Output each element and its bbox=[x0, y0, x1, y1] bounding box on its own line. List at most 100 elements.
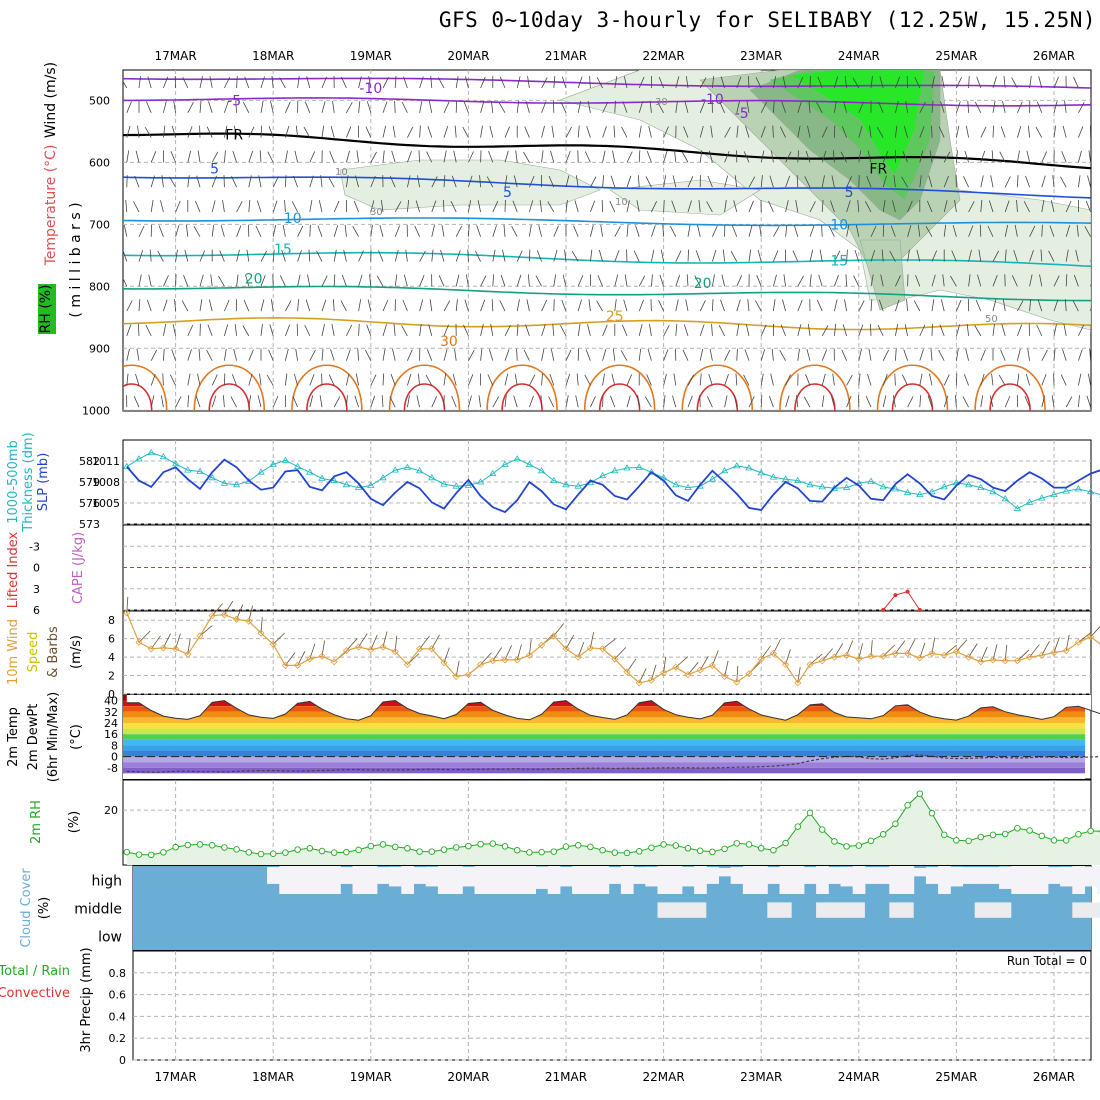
wind-10m-point bbox=[281, 661, 289, 669]
wind-barb bbox=[224, 101, 229, 113]
ylabel-speed: Speed bbox=[26, 632, 41, 673]
wind-tick: 8 bbox=[108, 614, 115, 627]
wind-barb bbox=[709, 348, 713, 361]
wind-barb bbox=[699, 125, 704, 138]
wind-barb bbox=[208, 101, 213, 113]
wind-barb bbox=[805, 150, 811, 163]
wind-10m-point bbox=[672, 663, 680, 671]
wind-barb bbox=[321, 299, 327, 312]
date-label-bottom: 18MAR bbox=[252, 1070, 294, 1084]
cloud-clear-cell bbox=[840, 866, 854, 887]
isotherm bbox=[123, 251, 1091, 267]
wind-barb bbox=[564, 249, 567, 262]
pressure-tick: 900 bbox=[89, 342, 110, 355]
wind-barb bbox=[1073, 274, 1079, 287]
isotherm-35 bbox=[891, 383, 934, 411]
wind-barb bbox=[1027, 125, 1030, 138]
cloud-clear-cell bbox=[474, 866, 488, 894]
cloud-clear-cell bbox=[816, 866, 829, 894]
wind-barb bbox=[407, 199, 410, 212]
thickness-point bbox=[135, 455, 143, 462]
wind-barb bbox=[674, 150, 677, 163]
wind-barb bbox=[782, 76, 786, 89]
wind-barb bbox=[724, 126, 731, 138]
wind-barb bbox=[1002, 101, 1006, 113]
wind-barb bbox=[138, 299, 141, 312]
wind-barb bbox=[419, 125, 421, 138]
wind-barb bbox=[602, 175, 605, 188]
rh-point bbox=[977, 833, 985, 841]
wind-barb bbox=[492, 396, 499, 408]
wind-barb bbox=[577, 323, 581, 336]
wind-barb bbox=[636, 200, 640, 213]
precip-tick: 0 bbox=[119, 1054, 126, 1067]
wind-barb bbox=[369, 274, 372, 287]
wind-barb bbox=[370, 374, 377, 386]
wind-barb bbox=[242, 101, 250, 113]
wind-barb bbox=[866, 175, 872, 188]
wind-barb bbox=[284, 199, 286, 212]
wind-barb bbox=[378, 250, 384, 262]
isotherm bbox=[123, 176, 1091, 199]
wind-barb bbox=[529, 200, 534, 213]
wind-barb bbox=[224, 125, 228, 138]
wind-barb bbox=[552, 323, 555, 336]
thickness-point bbox=[196, 467, 204, 474]
wind-barb bbox=[346, 126, 352, 138]
isotherm bbox=[123, 285, 1091, 302]
wind-barb bbox=[882, 374, 888, 386]
wind-barb bbox=[174, 299, 176, 312]
thickness-point bbox=[501, 460, 509, 467]
rh-point bbox=[989, 831, 997, 839]
wind-barb bbox=[990, 175, 994, 188]
wind-barb bbox=[260, 250, 267, 262]
thickness-tick: 579 bbox=[79, 476, 100, 489]
wind-10m-point bbox=[733, 678, 741, 686]
wind-barb bbox=[834, 100, 837, 113]
thickness-point bbox=[928, 488, 936, 495]
wind-barb bbox=[295, 125, 298, 138]
wind-barb bbox=[842, 324, 847, 337]
wind-barb bbox=[1072, 300, 1079, 312]
wind-barb bbox=[394, 274, 398, 287]
wind-barb bbox=[1090, 306, 1091, 312]
wind-barb bbox=[487, 374, 494, 386]
cloud-clear-cell bbox=[1047, 867, 1061, 884]
wind-barb bbox=[748, 249, 752, 262]
wind-barb bbox=[991, 150, 994, 163]
wind-barb bbox=[468, 175, 473, 188]
wind-barb bbox=[211, 151, 219, 163]
ylabel-temp: 2m Temp bbox=[6, 707, 21, 767]
wind-barb bbox=[1017, 373, 1020, 386]
wind-barb bbox=[999, 151, 1006, 163]
wind-barb bbox=[330, 349, 335, 361]
wind-barb bbox=[187, 395, 190, 408]
wind-barb bbox=[492, 200, 499, 213]
wind-barb bbox=[954, 200, 957, 213]
wind-barb bbox=[760, 373, 764, 386]
cloud-clear-cell bbox=[523, 866, 536, 894]
ylabel-thickness-2: Thickness (dm) bbox=[21, 432, 36, 532]
wind-barb bbox=[746, 100, 750, 113]
rh-point bbox=[318, 847, 326, 855]
wind-barb bbox=[584, 374, 591, 386]
cloud-clear-cell bbox=[401, 866, 414, 894]
wind-barb bbox=[697, 224, 701, 237]
wind-barb bbox=[1078, 102, 1085, 113]
wind-barb bbox=[480, 324, 484, 336]
wind-barb bbox=[699, 324, 705, 337]
wind-barb bbox=[285, 125, 290, 138]
wind-10m-point bbox=[891, 649, 899, 657]
wind-barb bbox=[602, 101, 609, 113]
rh-point bbox=[501, 843, 509, 850]
thickness-point bbox=[354, 483, 363, 490]
thickness-point bbox=[513, 455, 521, 462]
rh-point bbox=[477, 840, 484, 848]
wind-barb bbox=[675, 299, 679, 312]
wind-barb bbox=[882, 200, 886, 213]
thickness-point bbox=[379, 474, 387, 481]
cloud-level-label: high bbox=[91, 873, 122, 889]
wind-barb bbox=[821, 126, 828, 138]
wind-barb bbox=[797, 299, 803, 312]
wind-barb bbox=[560, 101, 567, 113]
